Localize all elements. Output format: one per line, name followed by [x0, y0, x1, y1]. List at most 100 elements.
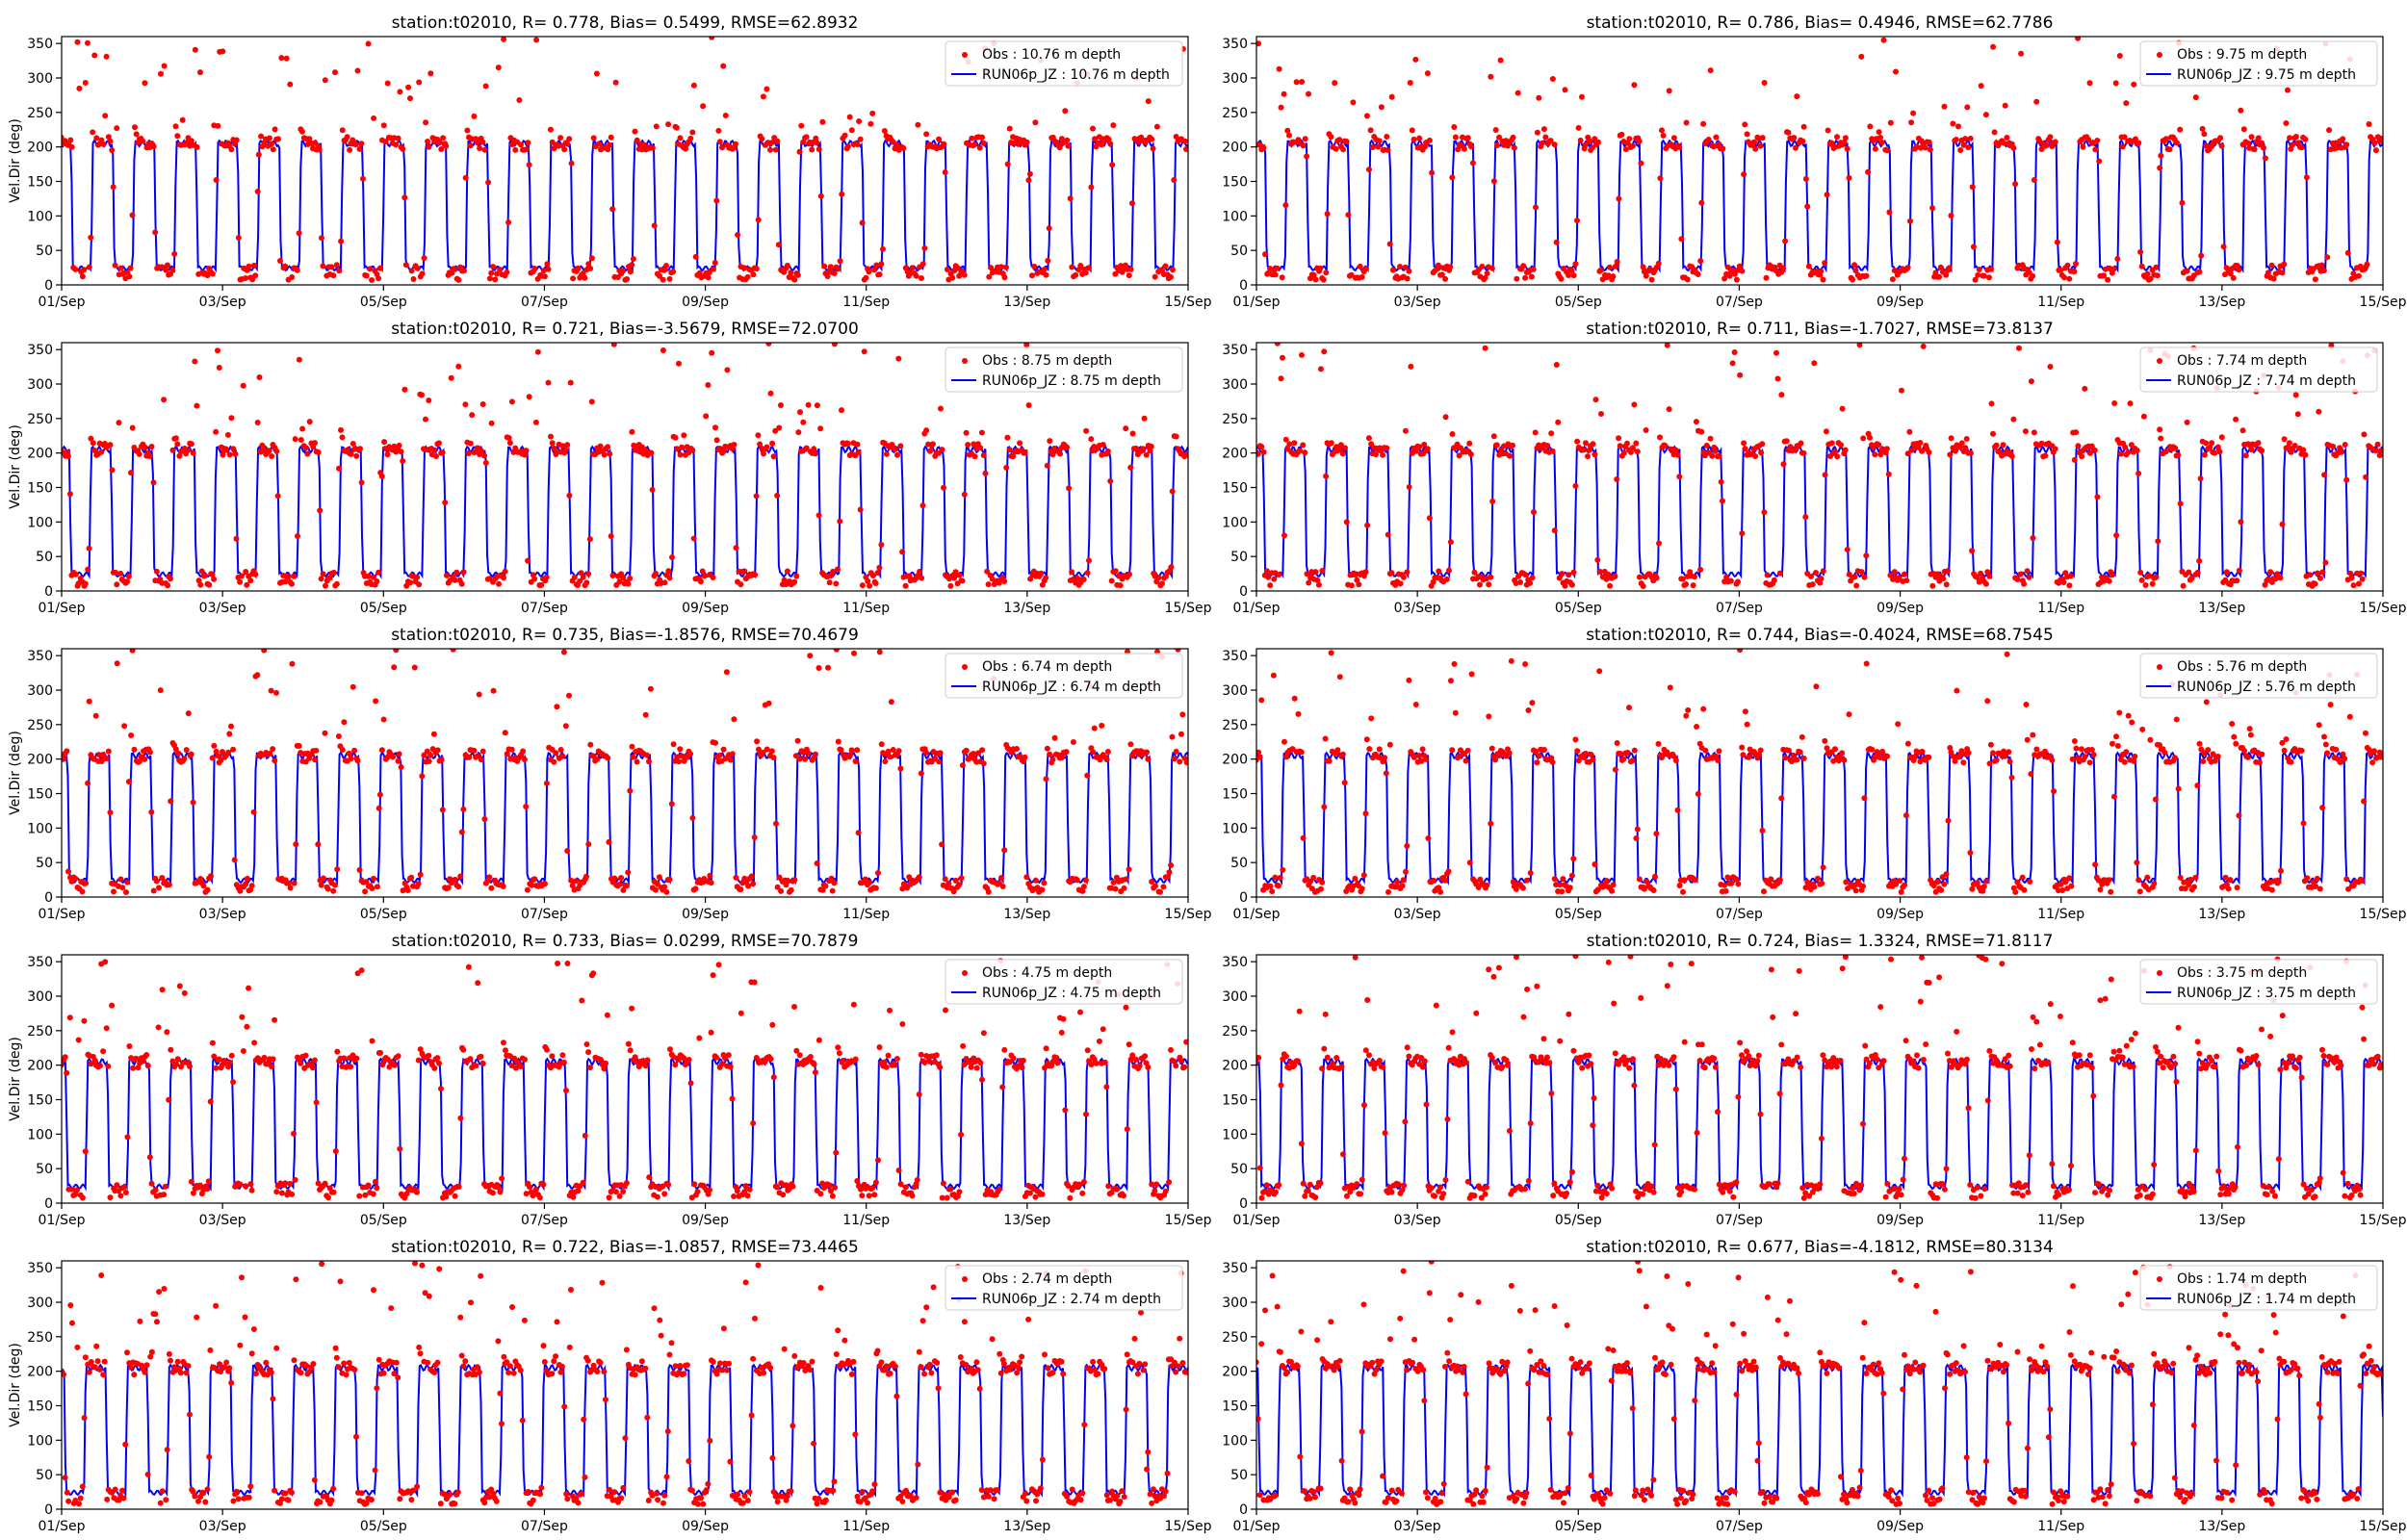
obs-point: [1003, 464, 1010, 471]
obs-point: [1277, 874, 1283, 881]
obs-point: [1340, 146, 1347, 153]
obs-point: [1815, 875, 1821, 882]
obs-point: [1853, 582, 1860, 589]
obs-point: [362, 888, 369, 895]
obs-point: [1295, 710, 1302, 717]
obs-point: [408, 268, 415, 274]
obs-point: [2075, 443, 2082, 449]
obs-point: [397, 1145, 403, 1152]
obs-point: [1412, 702, 1419, 707]
subplot-1: station:t02010, R= 0.778, Bias= 0.5499, …: [8, 13, 1212, 310]
obs-point: [377, 265, 384, 271]
obs-point: [319, 235, 324, 242]
obs-point: [194, 402, 200, 409]
obs-point: [2310, 879, 2316, 886]
obs-point: [1825, 127, 1831, 134]
obs-point: [2000, 442, 2006, 449]
obs-point: [986, 273, 993, 280]
obs-point: [2017, 571, 2024, 578]
obs-point: [2198, 252, 2205, 259]
obs-point: [2338, 758, 2344, 765]
obs-point: [1583, 440, 1589, 447]
obs-point: [1820, 864, 1826, 871]
obs-point: [1620, 449, 1627, 456]
y-tick-label: 250: [1222, 718, 1248, 733]
obs-point: [547, 126, 554, 133]
obs-point: [2162, 449, 2169, 455]
obs-point: [2031, 429, 2037, 436]
obs-point: [720, 746, 727, 753]
obs-point: [1919, 448, 1926, 454]
obs-point: [1343, 139, 1350, 144]
model-series-line: [62, 1057, 1188, 1192]
obs-point: [1943, 271, 1950, 278]
x-tick-label: 13/Sep: [1003, 907, 1050, 922]
obs-point: [975, 750, 982, 757]
obs-point: [336, 465, 342, 472]
obs-point: [854, 141, 861, 147]
obs-point: [497, 1189, 504, 1195]
obs-point: [1411, 136, 1417, 142]
obs-point: [1574, 438, 1581, 445]
obs-point: [1657, 434, 1663, 441]
obs-point: [2135, 470, 2142, 476]
obs-point: [612, 79, 619, 86]
obs-point: [1716, 452, 1722, 459]
obs-point: [559, 1052, 566, 1059]
obs-point: [2066, 275, 2073, 282]
obs-point: [240, 382, 246, 389]
obs-point: [1084, 570, 1091, 577]
obs-point: [2125, 712, 2132, 719]
subplot-5: station:t02010, R= 0.735, Bias=-1.8576, …: [8, 626, 1212, 922]
obs-point: [722, 113, 729, 118]
obs-point: [482, 83, 489, 90]
obs-point: [1025, 177, 1032, 184]
obs-point: [1067, 1194, 1074, 1201]
obs-point: [710, 972, 716, 979]
obs-point: [2024, 568, 2031, 575]
obs-point: [436, 1060, 442, 1066]
obs-point: [1695, 271, 1701, 277]
y-tick-label: 0: [1239, 584, 1248, 600]
obs-point: [1549, 76, 1556, 82]
obs-point: [522, 1056, 528, 1063]
obs-point: [1729, 360, 1736, 367]
obs-point: [670, 269, 677, 275]
obs-point: [458, 829, 465, 835]
obs-point: [1850, 276, 1856, 283]
obs-point: [1484, 882, 1490, 888]
obs-point: [1629, 757, 1636, 764]
y-tick-label: 350: [27, 343, 53, 358]
obs-point: [1302, 136, 1308, 142]
obs-point: [333, 580, 340, 587]
y-tick-label: 0: [1239, 278, 1248, 294]
obs-point: [1451, 124, 1458, 130]
obs-point: [1276, 1182, 1282, 1189]
obs-point: [757, 441, 764, 448]
obs-point: [2348, 575, 2355, 581]
obs-point: [1631, 401, 1638, 408]
obs-point: [566, 692, 572, 699]
obs-point: [1159, 580, 1165, 587]
obs-point: [235, 235, 242, 241]
obs-point: [146, 1154, 153, 1161]
obs-point: [705, 382, 712, 388]
obs-point: [1670, 135, 1677, 141]
obs-point: [88, 234, 94, 241]
obs-point: [666, 275, 673, 282]
obs-point: [196, 1182, 203, 1189]
obs-point: [725, 1052, 732, 1059]
obs-point: [1022, 449, 1028, 456]
obs-point: [1940, 576, 1947, 582]
obs-point: [2378, 754, 2383, 760]
obs-point: [610, 343, 617, 347]
obs-point: [455, 884, 462, 890]
obs-point: [560, 1059, 567, 1065]
obs-point: [554, 704, 560, 710]
obs-point: [1486, 713, 1492, 720]
obs-point: [2073, 745, 2080, 752]
obs-point: [144, 1063, 151, 1069]
obs-point: [114, 581, 120, 588]
obs-point: [1432, 1193, 1438, 1199]
obs-point: [489, 1190, 496, 1196]
